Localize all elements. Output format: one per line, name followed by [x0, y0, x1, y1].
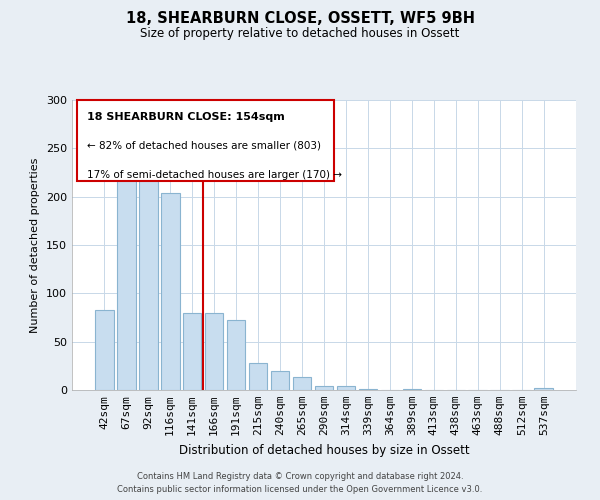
Bar: [95, 310, 113, 390]
Bar: [314, 386, 334, 390]
Bar: [271, 370, 289, 390]
Bar: [249, 363, 268, 390]
Bar: [337, 386, 355, 390]
Bar: [161, 193, 179, 390]
Text: Contains HM Land Registry data © Crown copyright and database right 2024.
Contai: Contains HM Land Registry data © Crown c…: [118, 472, 482, 494]
Bar: [359, 389, 377, 390]
Text: 18 SHEARBURN CLOSE: 154sqm: 18 SHEARBURN CLOSE: 154sqm: [87, 112, 285, 122]
Y-axis label: Number of detached properties: Number of detached properties: [31, 158, 40, 332]
Text: 17% of semi-detached houses are larger (170) →: 17% of semi-detached houses are larger (…: [87, 170, 342, 179]
Bar: [227, 320, 245, 390]
Text: Size of property relative to detached houses in Ossett: Size of property relative to detached ho…: [140, 28, 460, 40]
Bar: [293, 378, 311, 390]
Bar: [205, 312, 223, 390]
Bar: [535, 388, 553, 390]
Text: 18, SHEARBURN CLOSE, OSSETT, WF5 9BH: 18, SHEARBURN CLOSE, OSSETT, WF5 9BH: [125, 11, 475, 26]
Bar: [117, 168, 136, 390]
Text: ← 82% of detached houses are smaller (803): ← 82% of detached houses are smaller (80…: [87, 140, 321, 150]
FancyBboxPatch shape: [77, 100, 334, 181]
X-axis label: Distribution of detached houses by size in Ossett: Distribution of detached houses by size …: [179, 444, 469, 456]
Bar: [139, 158, 158, 390]
Bar: [403, 389, 421, 390]
Bar: [183, 312, 202, 390]
